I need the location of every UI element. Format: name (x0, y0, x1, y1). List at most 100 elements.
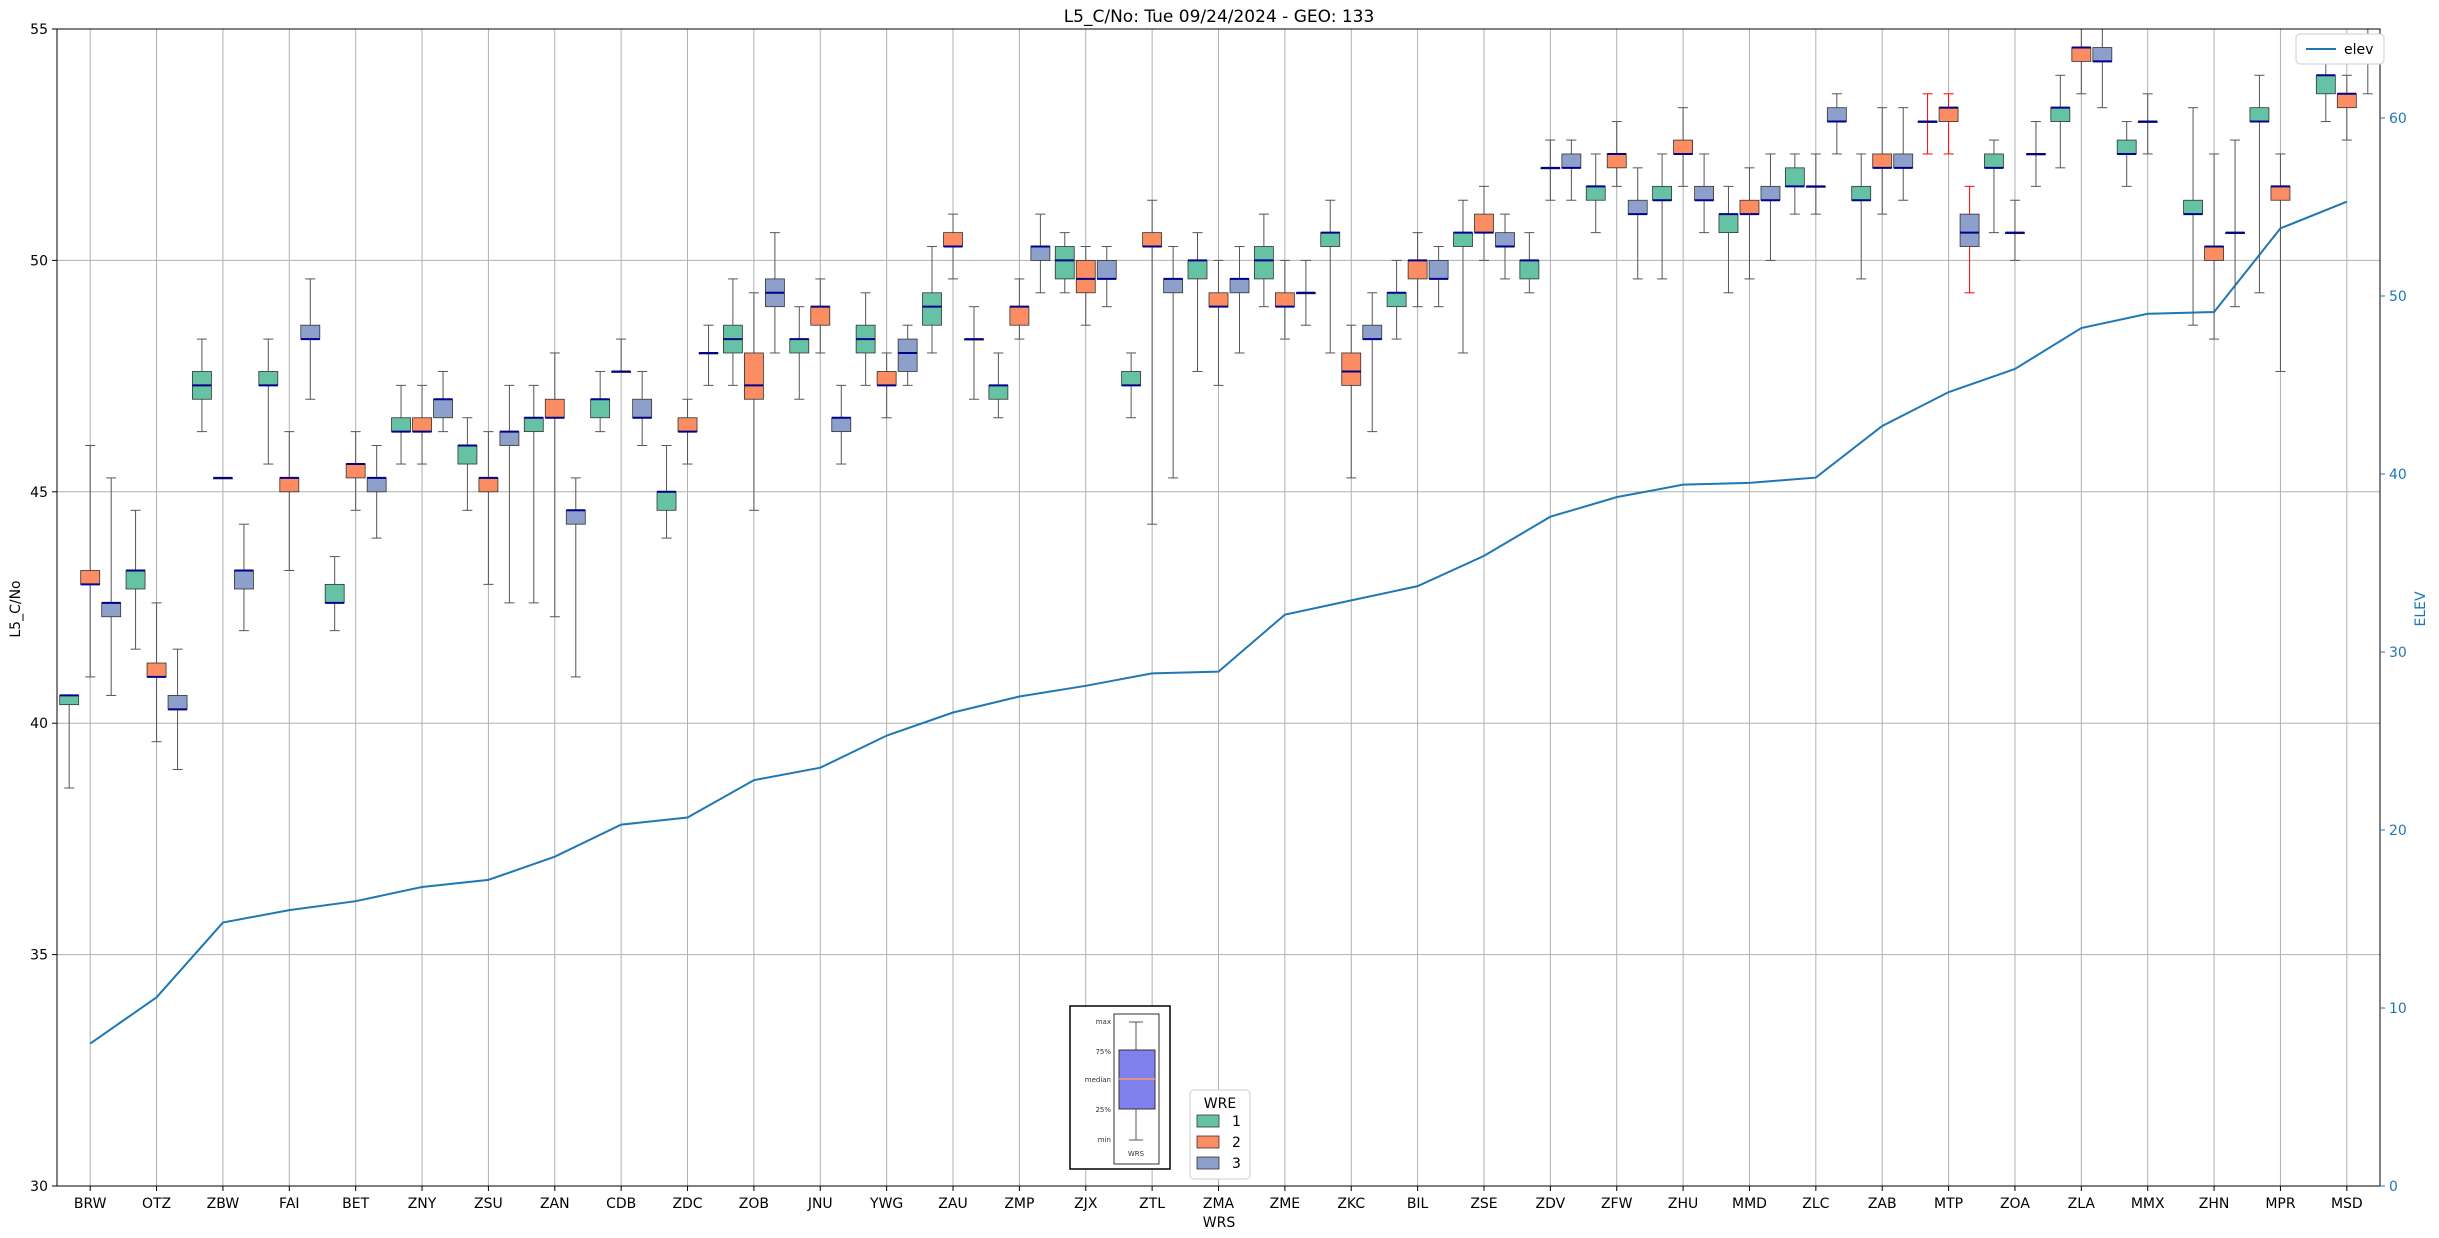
x-tick-label: YWG (869, 1196, 903, 1212)
x-tick-label: ZAN (540, 1196, 570, 1212)
box-zkc-wre3 (1362, 292, 1383, 433)
x-tick-label: MPR (2265, 1196, 2296, 1212)
box-mtp-wre3 (1959, 185, 1980, 294)
box-iqr (1030, 246, 1051, 261)
box-iqr (565, 509, 586, 525)
x-tick-label: ZTL (1139, 1196, 1165, 1212)
box-zma-wre2 (1208, 259, 1229, 386)
x-tick-label: OTZ (142, 1196, 171, 1212)
box-cdb-wre2 (611, 338, 632, 373)
box-iqr (789, 338, 810, 354)
box-iqr (922, 292, 942, 326)
box-iqr (1652, 185, 1672, 201)
box-iqr (1959, 213, 1980, 247)
x-tick-label: MSD (2331, 1196, 2363, 1212)
box-ztl-wre2 (1142, 199, 1163, 525)
box-iqr (810, 306, 831, 326)
box-brw-wre2 (80, 445, 101, 678)
y2-tick-label: 20 (2389, 823, 2407, 839)
box-zmp-wre3 (1030, 213, 1051, 294)
box-iqr (1893, 153, 1914, 169)
grid-layer (57, 28, 2380, 1187)
y-tick-label: 30 (30, 1179, 48, 1195)
box-iqr (457, 445, 478, 465)
box-iqr (125, 570, 146, 590)
box-zbw-wre1 (192, 338, 212, 433)
box-zsu-wre3 (499, 384, 520, 604)
box-zhu-wre2 (1673, 107, 1693, 187)
x-tick-label: ZOB (739, 1196, 769, 1212)
box-iqr (897, 338, 918, 372)
inset-label-min: min (1098, 1136, 1111, 1144)
box-zmp-wre2 (1009, 278, 1030, 340)
box-mpr-wre2 (2270, 153, 2291, 372)
box-iqr (499, 431, 520, 446)
box-iqr (300, 324, 321, 340)
y-tick-layer: 30 35 40 45 50 55 (30, 22, 57, 1195)
box-zlc-wre3 (1826, 93, 1847, 155)
box-iqr (1208, 292, 1229, 308)
y-tick-label: 55 (30, 22, 48, 38)
elev-series-layer (89, 200, 2348, 1045)
box-zfw-wre3 (1627, 167, 1648, 280)
box-zny-wre1 (391, 384, 411, 465)
box-zse-wre1 (1453, 199, 1473, 354)
box-zdv-wre2 (1540, 139, 1561, 201)
x-tick-label: ZOA (2000, 1196, 2030, 1212)
box-brw-wre3 (101, 477, 122, 696)
y-axis-label: L5_C/No (8, 580, 24, 637)
box-iqr (1362, 324, 1383, 340)
x-tick-label: ZSE (1470, 1196, 1497, 1212)
box-zhu-wre3 (1694, 153, 1714, 234)
box-zab-wre1 (1851, 153, 1872, 280)
box-fai-wre2 (279, 431, 300, 571)
box-zme-wre3 (1295, 259, 1316, 326)
box-iqr (1096, 259, 1117, 280)
box-iqr (1187, 259, 1208, 280)
box-mmx-wre1 (2116, 121, 2137, 187)
wre-legend-swatch-3 (1196, 1156, 1220, 1170)
box-zoa-wre1 (1984, 139, 2004, 234)
box-zdv-wre1 (1519, 232, 1540, 294)
x-tick-label: CDB (606, 1196, 636, 1212)
box-zma-wre3 (1229, 246, 1250, 354)
box-iqr (279, 477, 300, 493)
box-iqr (1274, 292, 1295, 308)
x-tick-label: ZMA (1203, 1196, 1235, 1212)
box-iqr (656, 491, 677, 511)
x-tick-label: MTP (1934, 1196, 1963, 1212)
box-iqr (1851, 185, 1872, 201)
box-iqr (1694, 185, 1714, 201)
box-bet-wre2 (345, 431, 366, 511)
y2-tick-label: 50 (2389, 289, 2407, 305)
box-zab-wre3 (1893, 107, 1914, 201)
box-iqr (433, 398, 453, 419)
box-zsu-wre2 (478, 431, 499, 585)
box-iqr (1784, 167, 1805, 187)
box-zjx-wre3 (1096, 246, 1117, 308)
box-iqr (1561, 153, 1582, 169)
box-iqr (1054, 246, 1075, 280)
x-tick-label: FAI (279, 1196, 299, 1212)
y-tick-label: 45 (30, 485, 48, 501)
box-zhn-wre1 (2183, 107, 2203, 326)
box-zoa-wre2 (2005, 199, 2025, 261)
box-iqr (1519, 259, 1540, 280)
box-zdc-wre3 (698, 324, 719, 386)
box-iqr (1386, 292, 1407, 308)
x-tick-label: ZNY (408, 1196, 437, 1212)
box-zob-wre2 (744, 292, 764, 511)
x-tick-label: ZAB (1868, 1196, 1897, 1212)
box-otz-wre1 (125, 509, 146, 650)
wre-legend-title: WRE (1204, 1096, 1236, 1112)
box-zme-wre1 (1253, 213, 1274, 308)
x-tick-label: ZDV (1536, 1196, 1566, 1212)
inset-label-q3: 75% (1095, 1048, 1111, 1056)
inset-caption: WRS (1128, 1150, 1145, 1158)
box-iqr (544, 398, 565, 419)
box-iqr (632, 398, 653, 419)
x-tick-label: ZFW (1601, 1196, 1633, 1212)
box-explainer-inset: max 75% median 25% min WRS (1069, 1005, 1171, 1170)
x-tick-label: ZHN (2199, 1196, 2230, 1212)
